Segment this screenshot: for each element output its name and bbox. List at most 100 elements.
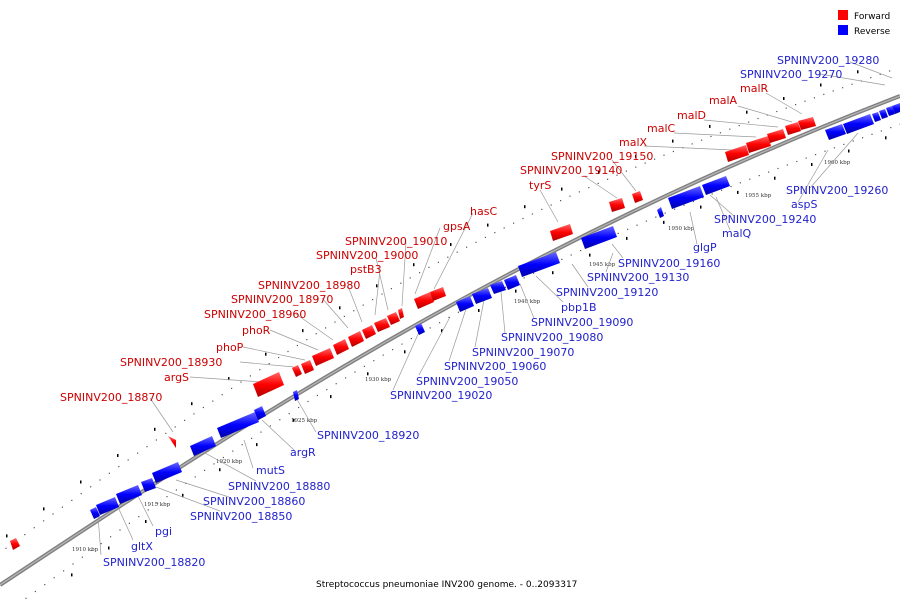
gene-forward[interactable] — [430, 287, 446, 301]
gene-forward[interactable] — [798, 117, 816, 130]
gene-forward[interactable] — [168, 436, 176, 448]
gene-label[interactable]: SPNINV200_19070 — [472, 346, 574, 359]
gene-label[interactable]: SPNINV200_19090 — [531, 316, 633, 329]
gene-label[interactable]: argR — [290, 446, 316, 459]
gene-label[interactable]: SPNINV200_19140 — [520, 164, 622, 177]
gene-label[interactable]: malX — [619, 136, 648, 149]
gene-label[interactable]: SPNINV200_19130 — [587, 271, 689, 284]
gene-reverse[interactable] — [668, 186, 704, 209]
gene-label[interactable]: hasC — [470, 205, 497, 218]
gene-reverse[interactable] — [90, 507, 100, 519]
gene-reverse[interactable] — [879, 109, 888, 119]
gene-label[interactable]: SPNINV200_18860 — [203, 495, 305, 508]
gene-label[interactable]: argS — [164, 371, 189, 384]
gene-reverse[interactable] — [152, 462, 182, 483]
track-dot — [72, 563, 74, 565]
gene-forward[interactable] — [398, 308, 404, 319]
gene-forward[interactable] — [632, 191, 643, 203]
gene-label[interactable]: gltX — [131, 540, 153, 553]
gene-label[interactable]: SPNINV200_18980 — [258, 279, 360, 292]
gene-reverse[interactable] — [702, 176, 730, 195]
gene-label[interactable]: pbp1B — [561, 301, 597, 314]
gene-label[interactable]: malC — [647, 122, 676, 135]
gene-reverse[interactable] — [581, 226, 617, 249]
gene-label[interactable]: SPNINV200_18850 — [190, 510, 292, 523]
gene-forward[interactable] — [746, 136, 771, 153]
gene-label[interactable]: gpsA — [443, 220, 471, 233]
gene-reverse[interactable] — [293, 390, 299, 401]
gene-label[interactable]: SPNINV200_19260 — [786, 184, 888, 197]
gene-label[interactable]: SPNINV200_19010 — [345, 235, 447, 248]
gene-label[interactable]: SPNINV200_19270 — [740, 68, 842, 81]
gene-reverse[interactable] — [518, 252, 560, 277]
gene-reverse[interactable] — [886, 106, 895, 116]
gene-forward[interactable] — [333, 339, 349, 355]
gene-label[interactable]: pstB3 — [350, 263, 382, 276]
gene-label[interactable]: SPNINV200_19120 — [556, 286, 658, 299]
gene-reverse[interactable] — [490, 281, 506, 294]
gene-reverse[interactable] — [472, 288, 492, 304]
gene-reverse[interactable] — [116, 485, 142, 504]
track-dot — [410, 338, 412, 340]
gene-forward[interactable] — [767, 129, 786, 143]
gene-label[interactable]: SPNINV200_19020 — [390, 389, 492, 402]
gene-reverse[interactable] — [190, 436, 216, 456]
gene-label[interactable]: SPNINV200_18920 — [317, 429, 419, 442]
gene-label[interactable]: malR — [740, 82, 769, 95]
gene-reverse[interactable] — [415, 323, 425, 335]
gene-forward[interactable] — [301, 360, 314, 374]
gene-reverse[interactable] — [217, 412, 259, 438]
gene-forward[interactable] — [10, 538, 20, 550]
gene-label[interactable]: tyrS — [529, 179, 551, 192]
gene-label[interactable]: SPNINV200_19150 — [551, 150, 653, 163]
gene-label[interactable]: SPNINV200_19280 — [777, 54, 879, 67]
gene-forward[interactable] — [374, 318, 390, 332]
gene-reverse[interactable] — [825, 124, 846, 140]
gene-reverse[interactable] — [657, 207, 664, 218]
gene-reverse[interactable] — [141, 478, 156, 492]
track-dot — [147, 509, 149, 511]
track-dot — [119, 529, 121, 531]
track-tick — [552, 271, 554, 275]
gene-reverse[interactable] — [504, 275, 520, 290]
gene-reverse[interactable] — [96, 497, 119, 515]
gene-forward[interactable] — [362, 325, 376, 339]
gene-label[interactable]: SPNINV200_18970 — [231, 293, 333, 306]
gene-label[interactable]: SPNINV200_19050 — [416, 375, 518, 388]
gene-forward[interactable] — [253, 372, 284, 397]
gene-forward[interactable] — [292, 365, 302, 377]
gene-forward[interactable] — [785, 122, 801, 135]
gene-label[interactable]: malD — [677, 109, 706, 122]
gene-forward[interactable] — [609, 198, 625, 212]
gene-label[interactable]: SPNINV200_18820 — [103, 556, 205, 569]
gene-label[interactable]: SPNINV200_19080 — [501, 331, 603, 344]
gene-label[interactable]: malA — [709, 94, 738, 107]
gene-label[interactable]: SPNINV200_19240 — [714, 213, 816, 226]
gene-label[interactable]: SPNINV200_18870 — [60, 391, 162, 404]
gene-forward[interactable] — [387, 312, 400, 325]
gene-label[interactable]: SPNINV200_19060 — [444, 360, 546, 373]
gene-forward[interactable] — [348, 331, 364, 347]
track-tick — [330, 395, 332, 399]
gene-label[interactable]: SPNINV200_18880 — [228, 480, 330, 493]
gene-label[interactable]: phoR — [242, 324, 271, 337]
gene-forward[interactable] — [414, 292, 434, 309]
gene-reverse[interactable] — [892, 103, 900, 114]
gene-forward[interactable] — [312, 348, 334, 366]
gene-label[interactable]: pgi — [155, 525, 172, 538]
gene-forward[interactable] — [550, 224, 573, 241]
gene-reverse[interactable] — [843, 114, 874, 134]
gene-label[interactable]: SPNINV200_19000 — [316, 249, 418, 262]
gene-label[interactable]: SPNINV200_18960 — [204, 308, 306, 321]
gene-label[interactable]: SPNINV200_18930 — [120, 356, 222, 369]
gene-forward[interactable] — [725, 145, 749, 162]
gene-reverse[interactable] — [872, 112, 881, 122]
gene-label[interactable]: glgP — [693, 241, 717, 254]
gene-label[interactable]: malQ — [722, 227, 752, 240]
gene-label[interactable]: phoP — [216, 341, 244, 354]
gene-reverse[interactable] — [254, 406, 266, 420]
gene-label[interactable]: aspS — [791, 198, 817, 211]
gene-reverse[interactable] — [456, 296, 474, 312]
gene-label[interactable]: SPNINV200_19160 — [618, 257, 720, 270]
gene-label[interactable]: mutS — [256, 464, 285, 477]
